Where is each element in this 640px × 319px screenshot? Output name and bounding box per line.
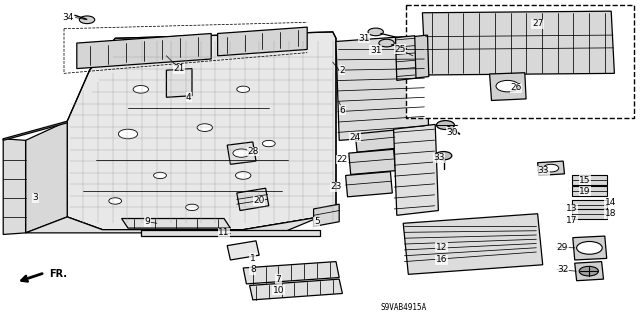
- Text: 28: 28: [247, 147, 259, 156]
- Text: 24: 24: [349, 133, 361, 142]
- Text: 9: 9: [145, 217, 150, 226]
- Circle shape: [118, 129, 138, 139]
- Circle shape: [262, 140, 275, 147]
- Polygon shape: [538, 161, 564, 175]
- Bar: [572, 200, 607, 211]
- Text: 33: 33: [538, 166, 549, 175]
- Polygon shape: [122, 219, 230, 228]
- Text: 8: 8: [250, 265, 255, 274]
- Polygon shape: [26, 217, 320, 233]
- Polygon shape: [573, 236, 607, 260]
- Polygon shape: [237, 188, 269, 211]
- Circle shape: [496, 80, 519, 92]
- Polygon shape: [218, 27, 307, 56]
- Circle shape: [109, 198, 122, 204]
- Text: 4: 4: [186, 93, 191, 102]
- Text: 12: 12: [436, 243, 447, 252]
- Polygon shape: [314, 204, 339, 226]
- Text: 34: 34: [62, 13, 74, 22]
- Polygon shape: [26, 121, 67, 233]
- Polygon shape: [250, 279, 342, 300]
- Text: 11: 11: [218, 228, 230, 237]
- Text: 20: 20: [253, 197, 265, 205]
- Text: 13: 13: [566, 204, 578, 213]
- Text: 31: 31: [370, 46, 381, 55]
- Text: 3: 3: [33, 193, 38, 202]
- Polygon shape: [227, 241, 259, 260]
- Text: 21: 21: [173, 64, 185, 73]
- Text: 16: 16: [436, 256, 447, 264]
- Polygon shape: [227, 142, 256, 164]
- Text: 2: 2: [339, 66, 345, 75]
- Polygon shape: [336, 35, 429, 140]
- Text: 7: 7: [276, 275, 281, 284]
- Text: 31: 31: [358, 34, 370, 43]
- Polygon shape: [141, 230, 320, 236]
- Polygon shape: [3, 121, 67, 140]
- Text: 23: 23: [330, 182, 342, 191]
- Polygon shape: [77, 33, 211, 69]
- Text: 6: 6: [340, 106, 345, 115]
- Circle shape: [237, 86, 250, 93]
- Polygon shape: [422, 11, 614, 75]
- Bar: [572, 209, 607, 219]
- Circle shape: [435, 152, 452, 160]
- Circle shape: [577, 241, 602, 254]
- Circle shape: [579, 266, 598, 276]
- Polygon shape: [413, 35, 429, 78]
- Polygon shape: [349, 149, 396, 174]
- Polygon shape: [67, 32, 336, 230]
- Circle shape: [233, 149, 250, 157]
- Text: 18: 18: [605, 209, 616, 218]
- Polygon shape: [3, 139, 26, 234]
- Text: 30: 30: [446, 128, 458, 137]
- Polygon shape: [166, 69, 192, 97]
- Circle shape: [79, 16, 95, 24]
- Bar: [572, 175, 607, 185]
- Polygon shape: [355, 130, 396, 152]
- Text: 10: 10: [273, 286, 284, 295]
- Circle shape: [436, 121, 454, 130]
- Circle shape: [133, 85, 148, 93]
- Text: 29: 29: [557, 243, 568, 252]
- Text: S9VAB4915A: S9VAB4915A: [381, 303, 427, 312]
- Circle shape: [236, 172, 251, 179]
- Text: 26: 26: [510, 83, 522, 92]
- Polygon shape: [396, 36, 416, 80]
- Polygon shape: [403, 214, 543, 274]
- Circle shape: [186, 204, 198, 211]
- Text: 27: 27: [532, 19, 543, 28]
- Circle shape: [197, 124, 212, 131]
- Circle shape: [379, 39, 394, 47]
- Circle shape: [543, 164, 559, 172]
- Polygon shape: [243, 262, 339, 284]
- Bar: [406, 5, 634, 118]
- Text: 1: 1: [250, 254, 255, 263]
- Polygon shape: [394, 124, 438, 215]
- Text: 32: 32: [557, 265, 568, 274]
- Text: 33: 33: [433, 153, 445, 162]
- Polygon shape: [490, 73, 526, 100]
- Polygon shape: [346, 172, 392, 197]
- Text: 15: 15: [579, 176, 591, 185]
- Text: 5: 5: [314, 217, 319, 226]
- Text: 14: 14: [605, 198, 616, 207]
- Text: 19: 19: [579, 187, 591, 196]
- Text: FR.: FR.: [49, 269, 67, 279]
- Text: 25: 25: [394, 45, 406, 54]
- Text: 17: 17: [566, 216, 578, 225]
- Polygon shape: [575, 262, 604, 281]
- Circle shape: [368, 28, 383, 36]
- Bar: [572, 186, 607, 196]
- Circle shape: [154, 172, 166, 179]
- Text: 22: 22: [337, 155, 348, 164]
